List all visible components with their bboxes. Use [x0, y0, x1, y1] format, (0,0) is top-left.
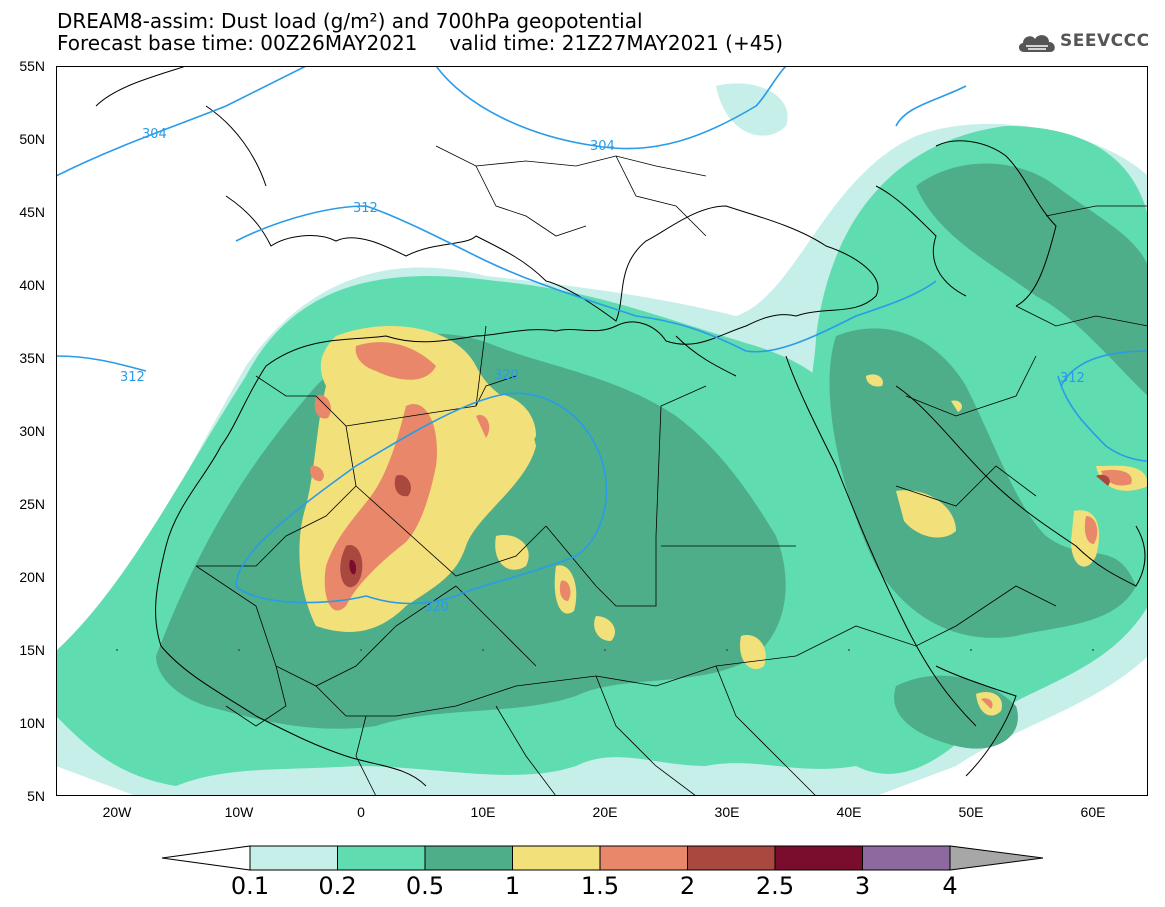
lat-label: 55N: [19, 58, 45, 74]
logo-text: SEEVCCC: [1060, 31, 1150, 51]
colorbar-label: 4: [942, 872, 958, 900]
lon-label: 20E: [592, 804, 618, 820]
lat-label: 50N: [19, 131, 45, 147]
contour-label: 304: [590, 139, 615, 154]
colorbar: [161, 845, 1044, 871]
colorbar-swatch: [424, 845, 513, 871]
colorbar-label: 0.1: [230, 872, 270, 900]
colorbar-label: 0.2: [318, 872, 357, 900]
colorbar-over-arrow: [949, 845, 1044, 871]
lat-label: 20N: [19, 569, 45, 585]
lon-label: 40E: [836, 804, 862, 820]
lat-label: 25N: [19, 496, 45, 512]
seevccc-logo: SEEVCCC: [1016, 28, 1156, 62]
colorbar-swatch: [512, 845, 601, 871]
coastlines: [95, 66, 1146, 787]
lat-label: 35N: [19, 350, 45, 366]
lon-label: 0: [357, 804, 365, 820]
map-frame: [56, 66, 1148, 796]
colorbar-label: 0.5: [405, 872, 445, 900]
colorbar-label: 2.5: [755, 872, 795, 900]
colorbar-label: 3: [854, 872, 871, 900]
colorbar-swatch: [599, 845, 688, 871]
contour-label: 304: [142, 127, 167, 142]
contour-label: 312: [1060, 371, 1085, 386]
contour-label: 312: [353, 201, 378, 216]
cloud-icon: [1018, 35, 1055, 52]
contour-label: 320: [494, 368, 519, 383]
lat-label: 30N: [19, 423, 45, 439]
lon-label: 30E: [714, 804, 740, 820]
colorbar-under-arrow: [161, 845, 251, 871]
lat-label: 15N: [19, 642, 45, 658]
contour-label: 320: [424, 600, 449, 615]
contour-label: 312: [120, 370, 145, 385]
map-title: DREAM8-assim: Dust load (g/m²) and 700hP…: [57, 9, 643, 33]
dust-band-2.5: [349, 559, 357, 575]
lon-label: 50E: [958, 804, 984, 820]
colorbar-label: 2: [679, 872, 696, 900]
dust-load-map: 304 304 312 312 312 320 320: [56, 66, 1148, 796]
colorbar-swatch: [687, 845, 776, 871]
colorbar-label: 1.5: [580, 872, 620, 900]
colorbar-swatch: [337, 845, 426, 871]
lon-label: 10E: [470, 804, 496, 820]
colorbar-swatch: [862, 845, 951, 871]
lon-label: 10W: [224, 804, 254, 820]
lat-label: 45N: [19, 204, 45, 220]
grid-dots: [116, 649, 1094, 651]
geopotential-contours: [56, 66, 1148, 605]
forecast-times: Forecast base time: 00Z26MAY2021 valid t…: [57, 31, 783, 55]
lat-label: 40N: [19, 277, 45, 293]
colorbar-swatch: [249, 845, 338, 871]
colorbar-swatch: [774, 845, 863, 871]
country-borders: [195, 145, 1148, 796]
contour-labels: 304 304 312 312 312 320 320: [120, 127, 1085, 615]
lon-label: 20W: [102, 804, 132, 820]
colorbar-label: 1: [504, 872, 521, 900]
lat-label: 5N: [27, 788, 45, 804]
lon-label: 60E: [1080, 804, 1106, 820]
lat-label: 10N: [19, 715, 45, 731]
